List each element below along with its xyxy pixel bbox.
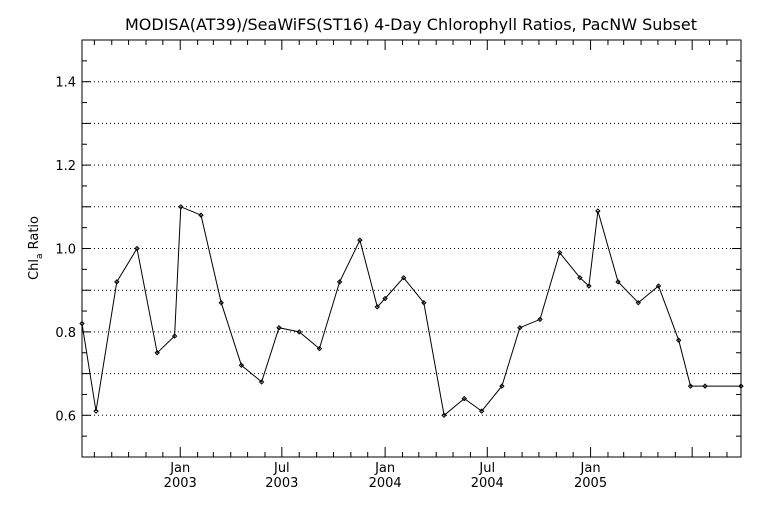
y-axis: 0.6 0.8 1.0 1.2 1.4 bbox=[55, 39, 741, 458]
data-point bbox=[499, 383, 505, 389]
y-tick-label: 1.0 bbox=[55, 243, 76, 258]
data-point bbox=[79, 320, 85, 327]
data-point bbox=[198, 212, 204, 218]
data-point bbox=[336, 279, 343, 285]
data-point bbox=[615, 279, 621, 285]
x-tick-label-month: Jul bbox=[478, 461, 495, 476]
x-tick-label-year: 2003 bbox=[265, 476, 298, 491]
data-point bbox=[316, 345, 323, 352]
series-line bbox=[82, 206, 741, 417]
data-point bbox=[702, 383, 708, 389]
x-tick-label-month: Jan bbox=[580, 461, 601, 476]
data-point bbox=[258, 379, 265, 385]
x-tick-label-year: 2004 bbox=[471, 476, 504, 491]
data-point bbox=[675, 337, 682, 343]
data-point bbox=[276, 325, 282, 331]
data-point bbox=[400, 274, 407, 281]
chart-title: MODISA(AT39)/SeaWiFS(ST16) 4-Day Chlorop… bbox=[125, 15, 697, 34]
data-point bbox=[655, 283, 662, 289]
y-tick-label: 1.4 bbox=[55, 76, 76, 91]
data-point bbox=[218, 300, 224, 306]
y-tick-label: 1.2 bbox=[55, 159, 76, 174]
data-point bbox=[461, 395, 467, 402]
series-layer bbox=[79, 204, 744, 419]
data-point bbox=[357, 237, 363, 243]
grid-lines bbox=[82, 81, 741, 416]
x-tick-label-year: 2005 bbox=[574, 476, 607, 491]
data-point bbox=[595, 208, 601, 214]
data-point bbox=[154, 350, 160, 356]
data-point bbox=[556, 249, 563, 256]
data-point bbox=[296, 329, 302, 335]
data-point bbox=[478, 408, 485, 414]
data-point bbox=[635, 300, 641, 306]
x-tick-label-year: 2003 bbox=[164, 476, 197, 491]
x-tick-label-year: 2004 bbox=[369, 476, 402, 491]
data-point bbox=[114, 279, 120, 285]
x-tick-label-month: Jan bbox=[169, 461, 190, 476]
data-point bbox=[134, 245, 140, 252]
y-axis-label: Chla Ratio bbox=[27, 216, 45, 280]
data-point bbox=[421, 300, 427, 306]
y-tick-label: 0.8 bbox=[55, 326, 76, 341]
data-point bbox=[687, 383, 694, 389]
data-point bbox=[374, 304, 380, 310]
data-point bbox=[178, 204, 184, 210]
data-point bbox=[517, 325, 523, 331]
data-point bbox=[738, 383, 744, 389]
data-point bbox=[171, 333, 178, 339]
data-point bbox=[586, 283, 592, 289]
data-point bbox=[537, 316, 543, 323]
data-point bbox=[577, 274, 583, 281]
data-point bbox=[382, 295, 388, 302]
y-tick-label: 0.6 bbox=[55, 409, 76, 424]
x-tick-label-month: Jul bbox=[273, 461, 290, 476]
data-point bbox=[93, 408, 99, 414]
x-tick-label-month: Jan bbox=[374, 461, 395, 476]
data-point bbox=[238, 362, 245, 368]
data-point bbox=[441, 412, 447, 419]
